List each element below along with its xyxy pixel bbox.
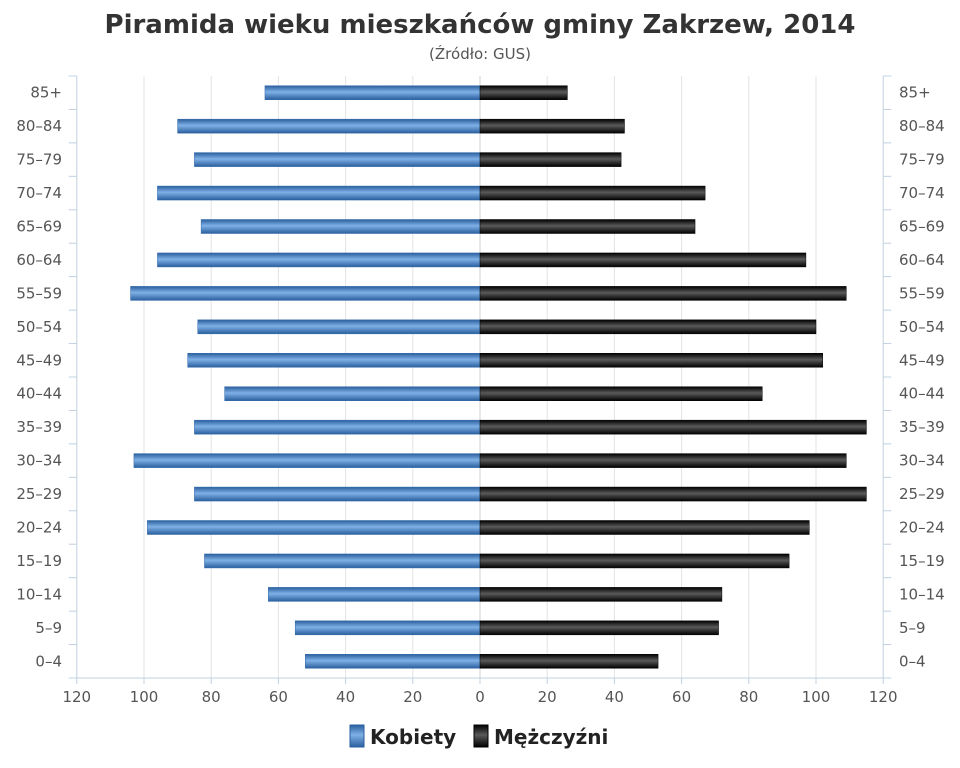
category-label-right: 85+ [899,84,931,102]
x-tick-label: 100 [130,688,159,706]
category-label-right: 55–59 [899,284,945,302]
legend-label-kobiety: Kobiety [370,725,456,749]
bar-kobiety [194,419,481,435]
legend: Kobiety Mężczyźni [349,724,608,749]
category-label-right: 75–79 [899,151,945,169]
legend-swatch-mezczyzni [473,724,489,748]
category-label-left: 10–14 [16,585,62,603]
x-tick-label: 60 [672,688,691,706]
bar-kobiety [177,118,481,134]
chart-subtitle: (Źródło: GUS) [429,44,531,63]
bar-kobiety [133,453,481,468]
x-tick-label: 0 [475,688,485,706]
x-tick-label: 40 [336,688,355,706]
bar-mezczyzni [479,520,810,535]
bar-kobiety [204,553,481,569]
category-label-left: 75–79 [16,151,62,169]
category-label-right: 60–64 [899,251,945,269]
category-label-left: 55–59 [16,284,62,302]
category-label-left: 85+ [30,84,62,102]
chart-title: Piramida wieku mieszkańców gminy Zakrzew… [105,10,856,40]
bar-mezczyzni [479,252,807,268]
category-label-left: 50–54 [16,318,62,336]
x-tick-label: 20 [538,688,557,706]
bar-mezczyzni [479,219,696,234]
bar-mezczyzni [479,419,867,435]
category-label-right: 0–4 [899,652,926,670]
category-label-left: 80–84 [16,117,62,135]
bar-kobiety [294,620,481,636]
x-tick-label: 60 [269,688,288,706]
bar-mezczyzni [479,286,847,301]
bar-mezczyzni [479,620,719,636]
category-label-left: 45–49 [16,351,62,369]
category-label-right: 65–69 [899,218,945,236]
category-label-right: 15–19 [899,552,945,570]
bar-kobiety [157,185,481,201]
category-label-left: 65–69 [16,218,62,236]
category-labels: 85+ 85+ 80–84 80–84 75–79 75–79 70–74 70–74 65–6… [16,84,944,671]
bar-kobiety [268,587,481,602]
x-tick-label: 80 [739,688,758,706]
category-label-left: 40–44 [16,385,62,403]
bar-mezczyzni [479,118,625,134]
legend-label-mezczyzni: Mężczyźni [494,725,608,749]
bar-mezczyzni [479,85,568,100]
category-label-right: 20–24 [899,519,945,537]
category-label-left: 15–19 [16,552,62,570]
bar-kobiety [157,252,481,268]
bar-mezczyzni [479,587,723,602]
x-tick-label: 40 [605,688,624,706]
category-label-right: 45–49 [899,351,945,369]
axes [68,75,892,684]
x-tick-label: 120 [62,688,91,706]
bar-kobiety [264,85,481,100]
category-label-right: 30–34 [899,452,945,470]
category-label-right: 5–9 [899,619,926,637]
bar-mezczyzni [479,185,706,201]
category-label-left: 30–34 [16,452,62,470]
category-label-right: 70–74 [899,184,945,202]
bar-kobiety [224,386,481,401]
category-label-left: 5–9 [35,619,62,637]
bar-kobiety [197,319,481,335]
bar-kobiety [194,486,481,502]
x-tick-label: 80 [202,688,221,706]
x-tick-label: 120 [869,688,898,706]
bar-kobiety [194,152,481,167]
bar-mezczyzni [479,486,867,502]
bar-mezczyzni [479,152,622,167]
category-label-left: 35–39 [16,418,62,436]
grid-lines [143,76,817,678]
bar-mezczyzni [479,553,790,569]
bar-mezczyzni [479,654,659,669]
x-tick-labels: 120 100 80 60 40 20 0 20 40 60 80 100 120 [62,688,897,706]
bar-mezczyzni [479,386,763,401]
category-label-right: 80–84 [899,117,945,135]
category-label-left: 0–4 [35,652,62,670]
x-tick-label: 20 [403,688,422,706]
x-tick-label: 100 [802,688,831,706]
bar-kobiety [147,520,481,535]
bar-kobiety [187,353,481,368]
bars [130,85,867,669]
bar-mezczyzni [479,453,847,468]
category-label-right: 50–54 [899,318,945,336]
category-label-left: 70–74 [16,184,62,202]
category-label-right: 40–44 [899,385,945,403]
category-label-left: 25–29 [16,485,62,503]
bar-kobiety [200,219,481,234]
bar-mezczyzni [479,353,823,368]
category-label-right: 35–39 [899,418,945,436]
bar-kobiety [130,286,481,301]
category-label-left: 60–64 [16,251,62,269]
bar-mezczyzni [479,319,817,335]
bar-kobiety [305,654,481,669]
category-label-right: 10–14 [899,585,945,603]
category-label-left: 20–24 [16,519,62,537]
category-label-right: 25–29 [899,485,945,503]
legend-swatch-kobiety [349,724,365,748]
